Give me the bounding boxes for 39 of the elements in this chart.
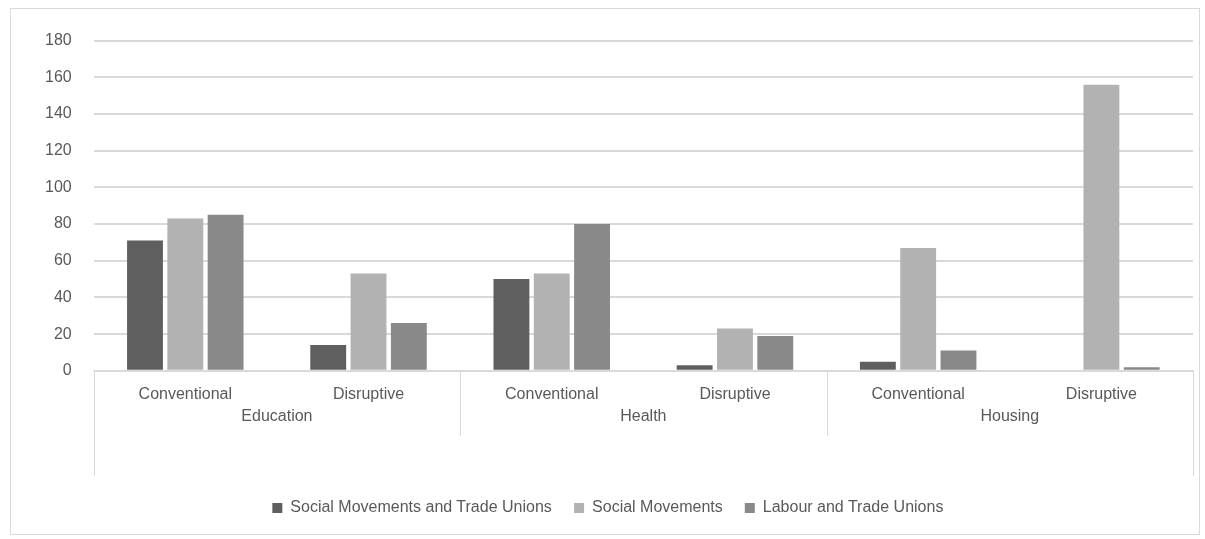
- y-tick-label: 0: [62, 361, 72, 379]
- bar: [350, 273, 387, 370]
- x-tick-label: Disruptive: [699, 384, 771, 402]
- y-tick-label: 180: [44, 31, 72, 49]
- bar: [493, 279, 530, 370]
- text: Health: [620, 407, 667, 425]
- x-tick-label: Conventional: [505, 384, 599, 402]
- y-tick-label: 120: [44, 141, 72, 159]
- bar: [574, 224, 610, 370]
- y-tick-label: 60: [53, 251, 72, 269]
- y-tick-label: 100: [44, 177, 72, 195]
- bar: [859, 361, 896, 370]
- bar: [757, 335, 794, 370]
- x-tick-label: Disruptive: [1065, 384, 1138, 402]
- y-tick-label: 160: [44, 67, 72, 85]
- text: Housing: [980, 407, 1040, 425]
- text: Education: [241, 407, 313, 425]
- bar: [310, 345, 347, 370]
- x-tick-label: Conventional: [138, 384, 233, 402]
- x-tick-label: Conventional: [871, 384, 965, 402]
- bar: [207, 214, 244, 370]
- legend-label: Social Movements: [592, 498, 723, 516]
- x-tick-label: Disruptive: [332, 384, 405, 402]
- bar: [900, 247, 937, 370]
- y-tick-label: 80: [53, 214, 72, 232]
- bar: [390, 323, 427, 370]
- bar: [676, 365, 713, 370]
- legend-label: Labour and Trade Unions: [762, 498, 944, 516]
- y-tick-label: 140: [44, 104, 72, 122]
- legend-label: Social Movements and Trade Unions: [290, 498, 552, 516]
- bar: [533, 273, 570, 370]
- bar: [717, 328, 753, 370]
- y-tick-label: 40: [53, 287, 72, 305]
- bar: [1083, 84, 1120, 370]
- bar: [940, 350, 977, 370]
- y-tick-label: 20: [53, 324, 72, 342]
- bar: [167, 218, 204, 370]
- bar: [127, 240, 163, 370]
- bar: [1123, 367, 1160, 370]
